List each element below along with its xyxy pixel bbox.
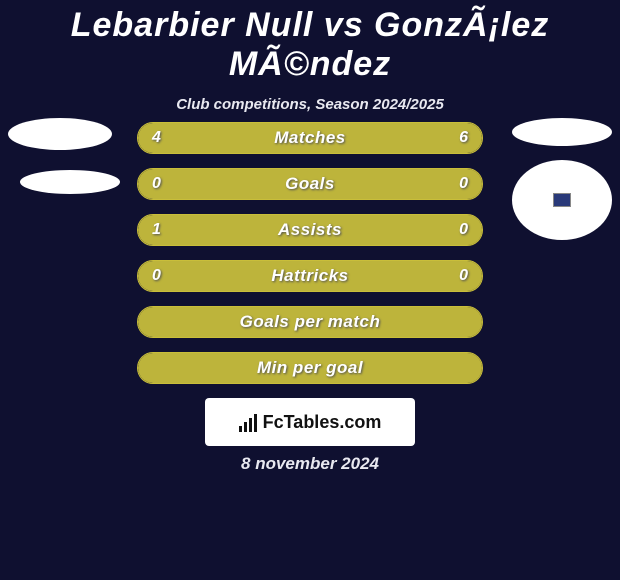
bar-value-right: 0 (459, 267, 468, 285)
avatar-right-2 (512, 160, 612, 240)
avatar-left-1 (8, 118, 112, 150)
bars-icon (239, 412, 257, 432)
avatar-left-2 (20, 170, 120, 194)
logo-text: FcTables.com (263, 412, 382, 433)
bar-value-right: 0 (459, 175, 468, 193)
subtitle: Club competitions, Season 2024/2025 (0, 96, 620, 113)
bar-matches: 4 Matches 6 (137, 122, 483, 154)
bar-goals: 0 Goals 0 (137, 168, 483, 200)
bar-goals-per-match: Goals per match (137, 306, 483, 338)
bar-label: Matches (274, 128, 346, 148)
bar-value-left: 0 (152, 175, 161, 193)
bar-label: Hattricks (271, 266, 348, 286)
bar-label: Min per goal (257, 358, 363, 378)
bar-label: Goals per match (240, 312, 381, 332)
date-text: 8 november 2024 (241, 454, 379, 474)
avatars-right (512, 118, 612, 240)
bar-value-left: 0 (152, 267, 161, 285)
bar-value-right: 6 (459, 129, 468, 147)
bar-label: Assists (278, 220, 342, 240)
bar-assists: 1 Assists 0 (137, 214, 483, 246)
avatars-left (8, 118, 120, 194)
bar-value-left: 4 (152, 129, 161, 147)
bar-min-per-goal: Min per goal (137, 352, 483, 384)
page-title: Lebarbier Null vs GonzÃ¡lez MÃ©ndez (0, 0, 620, 84)
flag-icon (553, 193, 571, 207)
bar-label: Goals (285, 174, 335, 194)
avatar-right-1 (512, 118, 612, 146)
bar-value-right: 0 (459, 221, 468, 239)
bar-value-left: 1 (152, 221, 161, 239)
comparison-bars: 4 Matches 6 0 Goals 0 1 Assists 0 0 Hatt… (137, 122, 483, 384)
logo-fctables: FcTables.com (205, 398, 415, 446)
bar-hattricks: 0 Hattricks 0 (137, 260, 483, 292)
bar-fill-right (406, 215, 482, 245)
